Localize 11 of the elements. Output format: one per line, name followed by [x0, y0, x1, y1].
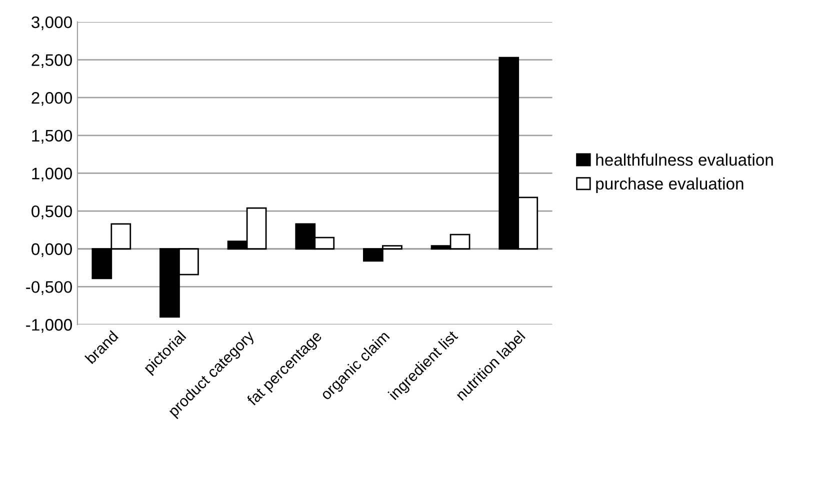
y-tick-label: 3,000 — [32, 16, 72, 30]
y-tick-label: 2,000 — [32, 92, 72, 106]
y-tick-label: 2,500 — [32, 54, 72, 68]
y-tick-label: 0,000 — [32, 243, 72, 258]
y-tick-label: 1,500 — [32, 130, 72, 144]
y-tick-label: 0,500 — [32, 205, 72, 220]
legend-label: purchase evaluation — [596, 177, 744, 193]
y-tick-label: -1,000 — [26, 318, 72, 333]
y-tick-label: -0,500 — [26, 281, 72, 295]
legend-label: healthfulness evaluation — [596, 154, 773, 166]
y-tick-label: 1,000 — [32, 168, 72, 182]
